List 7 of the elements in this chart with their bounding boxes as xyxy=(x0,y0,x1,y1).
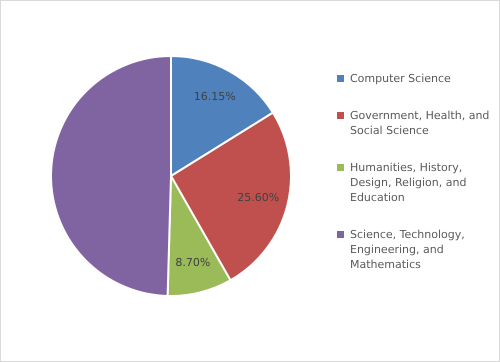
legend-label: Science, Technology, Engineering, and Mathematics xyxy=(350,227,466,272)
legend-label: Computer Science xyxy=(350,71,451,86)
data-label: 16.15% xyxy=(194,90,236,104)
data-label: 8.70% xyxy=(175,256,210,270)
legend-label: Humanities, History, Design, Religion, and Education xyxy=(350,160,468,205)
legend-label: Government, Health, and Social Science xyxy=(350,108,490,138)
data-label: 25.60% xyxy=(237,190,280,204)
